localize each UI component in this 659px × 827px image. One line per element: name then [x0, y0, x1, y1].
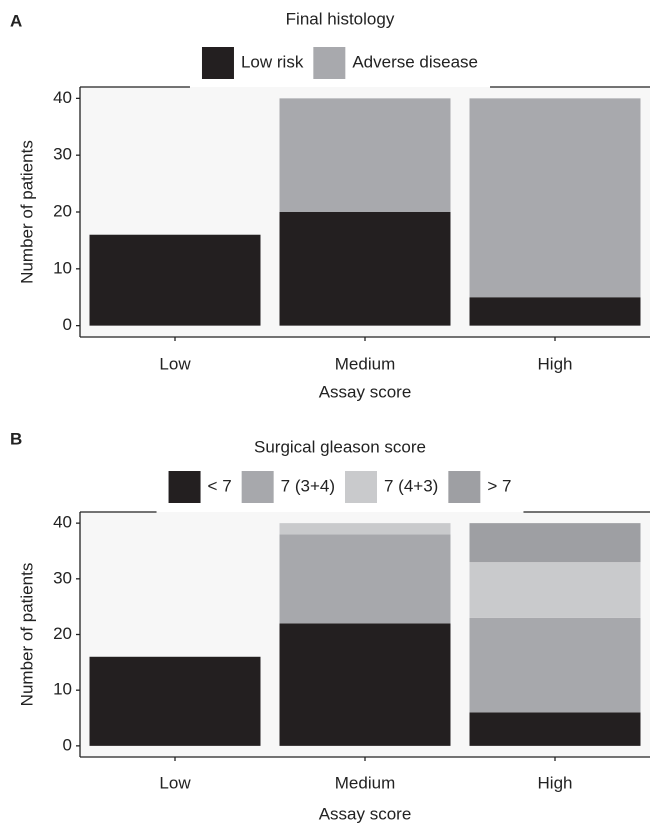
y-axis-title: Number of patients [17, 563, 36, 707]
bar-segment [469, 712, 641, 746]
legend-label: < 7 [208, 476, 232, 495]
legend-swatch [241, 471, 274, 503]
bar-segment [279, 523, 451, 535]
y-tick-label: 20 [53, 201, 72, 220]
bar-segment [469, 98, 641, 298]
y-tick-label: 30 [53, 568, 72, 587]
legend-swatch [345, 471, 377, 503]
x-tick-label: Medium [335, 354, 395, 373]
y-tick-label: 40 [53, 88, 72, 107]
panel-label: A [10, 11, 22, 30]
y-tick-label: 30 [53, 145, 72, 164]
bar-segment [279, 98, 451, 212]
bar-segment [279, 534, 451, 624]
y-tick-label: 20 [53, 624, 72, 643]
x-tick-label: Medium [335, 773, 395, 792]
y-axis-title: Number of patients [17, 140, 36, 284]
bar-segment [279, 623, 451, 746]
legend-title: Final histology [286, 9, 395, 28]
x-tick-label: Low [159, 354, 191, 373]
legend-label: 7 (4+3) [384, 476, 438, 495]
x-tick-label: High [538, 354, 573, 373]
legend-swatch [313, 47, 346, 79]
legend-title: Surgical gleason score [254, 437, 426, 456]
legend-label: 7 (3+4) [281, 476, 335, 495]
legend-swatch [168, 471, 201, 503]
x-tick-label: Low [159, 773, 191, 792]
bar-segment [469, 297, 641, 326]
x-axis-title: Assay score [319, 382, 412, 401]
legend-label: > 7 [487, 476, 511, 495]
bar-segment [89, 234, 261, 326]
panel-label: B [10, 429, 22, 448]
legend-swatch [201, 47, 234, 79]
bar-segment [469, 562, 641, 618]
x-tick-label: High [538, 773, 573, 792]
legend-label: Adverse disease [352, 52, 478, 71]
y-tick-label: 0 [63, 735, 72, 754]
y-tick-label: 10 [53, 680, 72, 699]
bar-segment [469, 617, 641, 713]
y-tick-label: 40 [53, 513, 72, 532]
bar-segment [469, 523, 641, 563]
legend-label: Low risk [241, 52, 304, 71]
bar-segment [279, 212, 451, 326]
legend-swatch [448, 471, 481, 503]
y-tick-label: 0 [63, 315, 72, 334]
y-tick-label: 10 [53, 258, 72, 277]
x-axis-title: Assay score [319, 804, 412, 823]
bar-segment [89, 656, 261, 746]
